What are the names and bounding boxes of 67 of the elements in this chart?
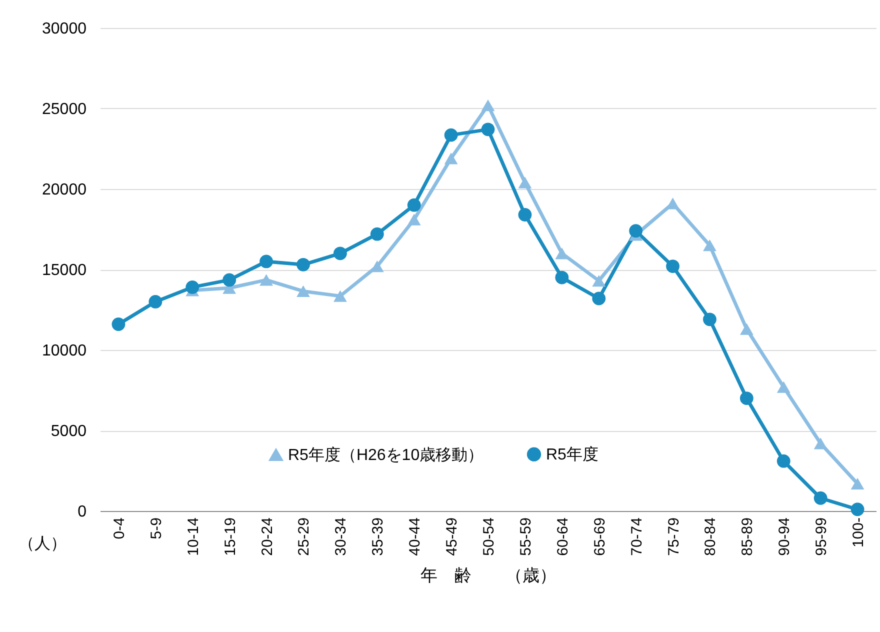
- y-axis-title: （人）: [18, 536, 66, 552]
- point: [444, 128, 458, 142]
- x-tick-label: 25-29: [296, 518, 313, 556]
- x-tick-label: 10-14: [184, 518, 202, 556]
- point: [518, 176, 532, 188]
- point: [444, 152, 458, 164]
- x-tick-label: 70-74: [628, 518, 646, 556]
- y-tick-label: 5000: [50, 423, 87, 440]
- x-tick-label: 20-24: [258, 518, 276, 556]
- point: [850, 478, 864, 490]
- point: [260, 274, 273, 286]
- x-tick-label: 35-39: [370, 518, 387, 556]
- point: [776, 381, 790, 393]
- x-tick-label: 80-84: [702, 518, 720, 556]
- x-tick-label: 60-64: [554, 518, 572, 556]
- x-tick-label: 15-19: [222, 518, 239, 556]
- x-tick-label: 30-34: [332, 518, 350, 556]
- point: [592, 292, 606, 306]
- x-tick-label: 50-54: [480, 518, 498, 556]
- point: [370, 227, 384, 241]
- point: [703, 312, 716, 326]
- x-tick-label: 85-89: [739, 518, 756, 556]
- point: [850, 502, 864, 516]
- x-tick-label: 75-79: [665, 518, 682, 556]
- point: [186, 280, 200, 294]
- x-tick-label: 100-: [850, 518, 868, 548]
- point: [740, 392, 754, 405]
- y-tick-label: 10000: [42, 342, 87, 360]
- y-tick-label: 25000: [42, 101, 87, 118]
- point: [148, 295, 162, 308]
- point: [333, 246, 347, 260]
- point: [555, 248, 569, 260]
- x-tick-label: 55-59: [517, 518, 534, 556]
- point: [814, 438, 828, 450]
- point: [222, 273, 236, 287]
- x-tick-label: 0-4: [110, 518, 128, 540]
- point: [629, 224, 643, 238]
- point: [740, 323, 754, 335]
- point: [776, 454, 790, 468]
- point: [333, 290, 347, 302]
- y-tick-label: 15000: [42, 262, 87, 279]
- x-tick-label: 95-99: [813, 518, 830, 556]
- x-tick-label: 90-94: [776, 518, 794, 556]
- y-tick-label: 20000: [42, 182, 87, 198]
- x-tick-label: 45-49: [444, 518, 461, 556]
- x-tick-label: 40-44: [406, 518, 424, 556]
- point: [407, 214, 421, 226]
- x-axis-title: 年 齢 （歳）: [420, 566, 556, 585]
- point: [112, 318, 126, 331]
- point: [260, 254, 273, 268]
- point: [296, 285, 310, 298]
- point: [703, 240, 716, 252]
- point: [407, 198, 421, 212]
- y-tick-label: 0: [78, 504, 87, 520]
- point: [555, 270, 569, 284]
- point: [296, 258, 310, 272]
- point: [518, 208, 532, 222]
- legend-label: R5年度: [546, 445, 598, 464]
- x-tick-label: 5-9: [148, 518, 165, 540]
- point: [481, 99, 495, 112]
- x-tick-label: 65-69: [591, 518, 608, 556]
- y-tick-label: 30000: [42, 20, 87, 38]
- point: [592, 274, 606, 287]
- legend-label: R5年度（H26を10歳移動）: [288, 446, 484, 464]
- point: [666, 260, 680, 273]
- point: [481, 122, 495, 136]
- point: [814, 491, 828, 505]
